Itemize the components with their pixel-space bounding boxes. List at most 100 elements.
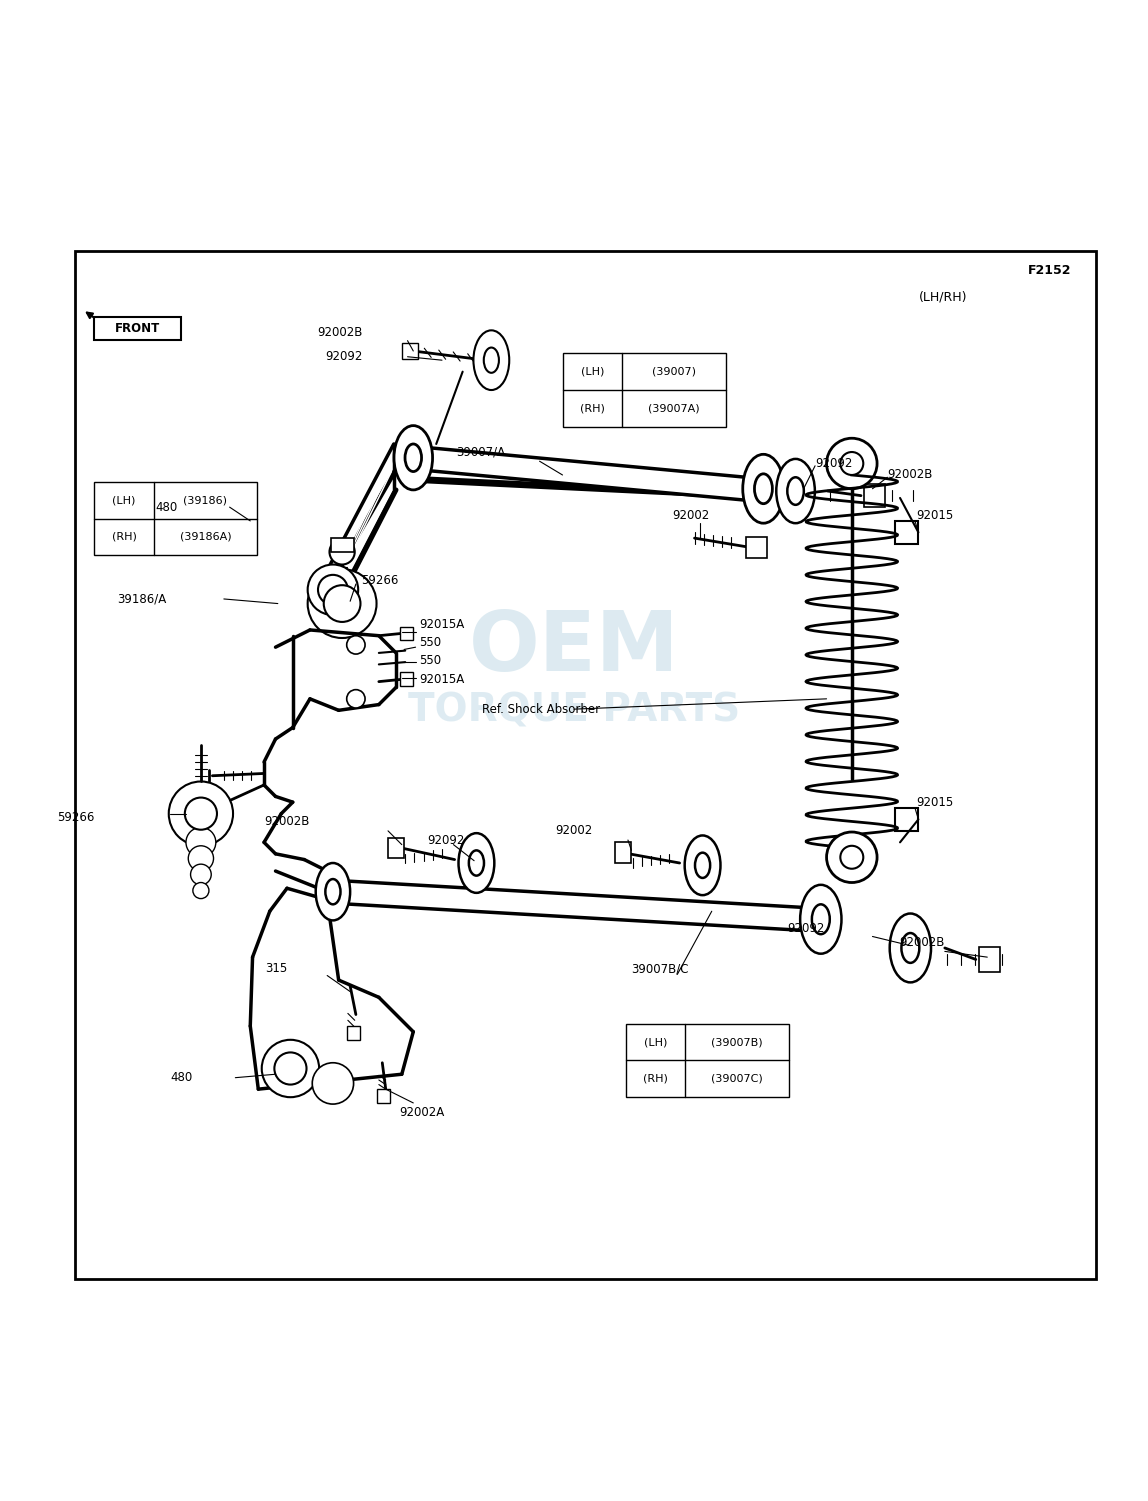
Ellipse shape	[316, 863, 350, 920]
Polygon shape	[413, 446, 746, 500]
Circle shape	[827, 832, 877, 883]
Circle shape	[193, 883, 209, 899]
Text: (39007C): (39007C)	[711, 1073, 763, 1084]
Ellipse shape	[684, 836, 721, 895]
Text: (39186A): (39186A)	[180, 531, 231, 542]
Text: 480: 480	[171, 1072, 193, 1084]
Ellipse shape	[473, 330, 510, 390]
Text: 39186/A: 39186/A	[117, 593, 166, 605]
Text: 39007B/C: 39007B/C	[631, 962, 689, 976]
Polygon shape	[333, 880, 809, 931]
Text: 92092: 92092	[786, 922, 824, 935]
Bar	[377, 1090, 390, 1103]
Ellipse shape	[483, 348, 499, 372]
Text: 92002: 92002	[673, 509, 709, 522]
Bar	[347, 1027, 360, 1040]
Circle shape	[262, 1040, 319, 1097]
Polygon shape	[250, 889, 413, 1090]
Text: 550: 550	[419, 636, 441, 648]
Circle shape	[840, 452, 863, 474]
Ellipse shape	[754, 474, 773, 504]
Ellipse shape	[394, 426, 433, 489]
Circle shape	[827, 438, 877, 489]
Bar	[615, 842, 631, 863]
Text: (LH/RH): (LH/RH)	[918, 291, 967, 303]
Circle shape	[191, 865, 211, 884]
Bar	[563, 353, 726, 426]
Circle shape	[274, 1052, 307, 1085]
Text: 59266: 59266	[56, 811, 94, 824]
Text: 92092: 92092	[427, 833, 465, 847]
Circle shape	[318, 575, 348, 605]
Text: (39007): (39007)	[652, 366, 696, 377]
Ellipse shape	[458, 833, 495, 893]
Text: 92015A: 92015A	[419, 618, 464, 630]
Text: 92002B: 92002B	[264, 815, 310, 829]
Text: 315: 315	[265, 962, 287, 976]
Text: 92002B: 92002B	[899, 935, 945, 949]
Ellipse shape	[901, 934, 920, 962]
Bar	[400, 672, 413, 686]
Text: 39007/A: 39007/A	[456, 446, 505, 458]
Text: 92092: 92092	[325, 350, 363, 363]
Ellipse shape	[812, 904, 830, 934]
Circle shape	[308, 564, 358, 615]
Bar	[402, 342, 418, 359]
Ellipse shape	[890, 914, 931, 982]
Circle shape	[324, 585, 360, 621]
Ellipse shape	[325, 880, 341, 904]
Ellipse shape	[405, 444, 421, 471]
Bar	[979, 947, 1000, 973]
Text: 92002A: 92002A	[400, 1106, 444, 1118]
Ellipse shape	[743, 455, 784, 524]
Text: 92002B: 92002B	[887, 468, 933, 482]
Text: 59266: 59266	[362, 573, 400, 587]
Bar	[388, 838, 404, 859]
Circle shape	[308, 569, 377, 638]
Text: 92015A: 92015A	[419, 672, 464, 686]
Text: 480: 480	[156, 501, 178, 513]
Text: (RH): (RH)	[580, 404, 605, 413]
Circle shape	[329, 539, 355, 564]
Ellipse shape	[468, 851, 484, 875]
Circle shape	[840, 845, 863, 869]
Text: (LH): (LH)	[113, 495, 135, 506]
Text: Ref. Shock Absorber: Ref. Shock Absorber	[482, 702, 600, 716]
Bar	[746, 537, 767, 558]
Text: 92015: 92015	[916, 796, 953, 809]
Text: 92015: 92015	[916, 509, 953, 522]
Bar	[331, 539, 354, 552]
Text: (LH): (LH)	[581, 366, 604, 377]
Circle shape	[185, 797, 217, 830]
Circle shape	[186, 827, 216, 857]
Text: (39007A): (39007A)	[649, 404, 699, 413]
Text: 92002B: 92002B	[317, 326, 363, 339]
Text: 92002: 92002	[556, 824, 592, 838]
Bar	[400, 626, 413, 641]
Text: FRONT: FRONT	[115, 321, 161, 335]
Bar	[895, 521, 918, 543]
Ellipse shape	[800, 884, 841, 953]
Bar	[626, 1024, 789, 1097]
Circle shape	[347, 689, 365, 708]
Circle shape	[347, 636, 365, 654]
Text: 550: 550	[419, 654, 441, 668]
Bar	[75, 251, 1096, 1279]
Text: 92092: 92092	[815, 456, 853, 470]
Ellipse shape	[788, 477, 804, 504]
Polygon shape	[94, 317, 181, 339]
Text: (RH): (RH)	[111, 531, 137, 542]
Text: OEM: OEM	[468, 606, 680, 687]
Bar	[895, 808, 918, 832]
Text: (LH): (LH)	[644, 1037, 667, 1048]
Text: (39186): (39186)	[184, 495, 227, 506]
Circle shape	[169, 782, 233, 845]
Circle shape	[312, 1063, 354, 1105]
Ellipse shape	[776, 459, 815, 524]
Text: (RH): (RH)	[643, 1073, 668, 1084]
Text: TORQUE PARTS: TORQUE PARTS	[408, 692, 740, 729]
Text: F2152: F2152	[1027, 264, 1071, 278]
Bar	[864, 485, 885, 507]
Circle shape	[188, 845, 214, 871]
Bar	[94, 482, 257, 555]
